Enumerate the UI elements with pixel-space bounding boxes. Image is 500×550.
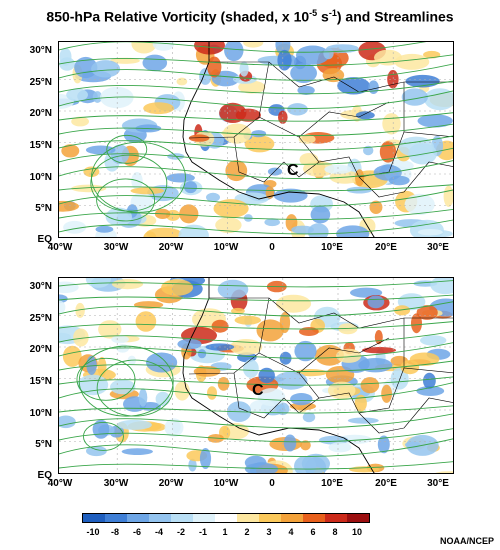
lat-label: 25°N — [29, 77, 52, 88]
vorticity-shading — [59, 278, 453, 473]
lat-label: 10°N — [29, 172, 52, 183]
colorbar-label: 8 — [332, 527, 338, 537]
colorbar-label: 1 — [222, 527, 228, 537]
vorticity-map-bottom: C — [58, 277, 454, 474]
colorbar-swatch — [303, 514, 325, 522]
map-canvas: C — [59, 278, 453, 473]
lat-label: 15°N — [29, 376, 52, 387]
colorbar-label: -4 — [154, 527, 163, 537]
colorbar-label: -1 — [198, 527, 207, 537]
lat-label: EQ — [37, 234, 52, 245]
lon-label: 30°E — [427, 478, 449, 489]
lat-label: 5°N — [35, 439, 52, 450]
lon-label: 30°E — [427, 242, 449, 253]
lat-label: 20°N — [29, 344, 52, 355]
lat-label: 30°N — [29, 45, 52, 56]
lat-label: 15°N — [29, 140, 52, 151]
lat-label: EQ — [37, 470, 52, 481]
chart-title: 850-hPa Relative Vorticity (shaded, x 10… — [46, 8, 454, 25]
lon-label: 10°E — [321, 242, 343, 253]
colorbar-label: -10 — [86, 527, 100, 537]
circulation-center-marker: C — [252, 382, 264, 399]
lon-label: 30°W — [103, 478, 129, 489]
colorbar-swatch — [237, 514, 259, 522]
country-borders — [188, 61, 453, 198]
lon-label: 40°W — [47, 242, 73, 253]
vorticity-map-top: C — [58, 41, 454, 238]
lat-label: 25°N — [29, 313, 52, 324]
colorbar-swatch — [105, 514, 127, 522]
map-canvas: C — [59, 42, 453, 237]
colorbar-label: 10 — [351, 527, 362, 537]
coastline — [182, 42, 376, 237]
colorbar-swatch — [259, 514, 281, 522]
colorbar-swatch — [325, 514, 347, 522]
colorbar-swatch — [83, 514, 105, 522]
colorbar-label: -8 — [110, 527, 119, 537]
colorbar-swatch — [347, 514, 369, 522]
colorbar-swatch — [127, 514, 149, 522]
lat-label: 30°N — [29, 281, 52, 292]
lon-label: 20°W — [158, 478, 184, 489]
country-borders — [188, 297, 453, 434]
lon-label: 10°W — [213, 478, 239, 489]
colorbar-label: 4 — [288, 527, 294, 537]
colorbar-swatch — [193, 514, 215, 522]
lon-label: 10°W — [213, 242, 239, 253]
lat-label: 20°N — [29, 108, 52, 119]
lon-label: 20°E — [375, 478, 397, 489]
credit-label: NOAA/NCEP — [439, 536, 494, 546]
lon-label: 0 — [269, 242, 275, 253]
colorbar-label: -2 — [176, 527, 185, 537]
colorbar — [82, 513, 370, 523]
circulation-center-marker: C — [287, 162, 299, 179]
lon-label: 20°W — [158, 242, 184, 253]
colorbar-label: -6 — [132, 527, 141, 537]
colorbar-label: 3 — [266, 527, 272, 537]
lon-label: 40°W — [47, 478, 73, 489]
colorbar-swatch — [281, 514, 303, 522]
lon-label: 30°W — [103, 242, 129, 253]
lat-label: 10°N — [29, 408, 52, 419]
lat-label: 5°N — [35, 203, 52, 214]
colorbar-swatch — [215, 514, 237, 522]
colorbar-label: 6 — [310, 527, 316, 537]
lon-label: 20°E — [375, 242, 397, 253]
streamlines — [59, 280, 453, 470]
colorbar-swatch — [149, 514, 171, 522]
colorbar-swatch — [171, 514, 193, 522]
lon-label: 0 — [269, 478, 275, 489]
colorbar-label: 2 — [244, 527, 250, 537]
streamlines — [59, 42, 453, 235]
lon-label: 10°E — [321, 478, 343, 489]
